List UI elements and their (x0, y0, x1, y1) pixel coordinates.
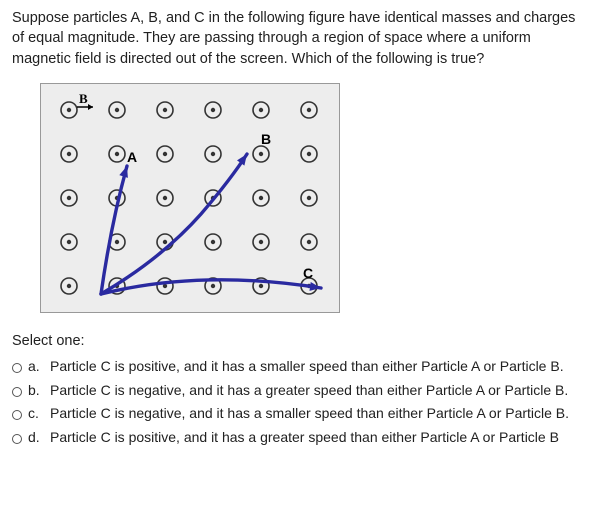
field-dot (67, 284, 71, 288)
field-dot (259, 284, 263, 288)
radio-icon[interactable] (12, 387, 22, 397)
field-dot (259, 196, 263, 200)
field-dot (259, 240, 263, 244)
b-vector-label: B (79, 91, 88, 106)
option-row[interactable]: c. Particle C is negative, and it has a s… (12, 404, 590, 424)
field-dot (307, 240, 311, 244)
field-dot (211, 108, 215, 112)
options-list: a. Particle C is positive, and it has a s… (12, 357, 590, 447)
select-one-label: Select one: (12, 331, 590, 351)
option-letter: c. (28, 404, 42, 424)
option-letter: a. (28, 357, 42, 377)
radio-icon[interactable] (12, 363, 22, 373)
question-text: Suppose particles A, B, and C in the fol… (12, 8, 590, 69)
option-letter: d. (28, 428, 42, 448)
field-dot (259, 152, 263, 156)
field-dot (307, 196, 311, 200)
field-dot (211, 240, 215, 244)
b-vector-arrowhead (88, 104, 93, 110)
radio-icon[interactable] (12, 410, 22, 420)
field-dot (67, 108, 71, 112)
field-dot (67, 196, 71, 200)
field-dot (115, 240, 119, 244)
particle-label-b: B (261, 131, 271, 147)
field-dot (259, 108, 263, 112)
field-dot (163, 240, 167, 244)
field-dot (307, 152, 311, 156)
option-text: Particle C is positive, and it has a gre… (50, 428, 559, 448)
field-dot (67, 152, 71, 156)
field-dot (67, 240, 71, 244)
field-dot (115, 152, 119, 156)
particle-path-a (101, 166, 127, 294)
option-row[interactable]: d. Particle C is positive, and it has a g… (12, 428, 590, 448)
field-dot (211, 152, 215, 156)
physics-diagram: B A B C (40, 83, 340, 313)
field-dot (211, 284, 215, 288)
option-row[interactable]: a. Particle C is positive, and it has a s… (12, 357, 590, 377)
option-row[interactable]: b. Particle C is negative, and it has a g… (12, 381, 590, 401)
field-dot (163, 108, 167, 112)
path-arrowhead (119, 166, 128, 178)
field-dot (163, 196, 167, 200)
option-letter: b. (28, 381, 42, 401)
figure-container: B A B C (40, 83, 590, 313)
field-dot (163, 152, 167, 156)
particle-label-c: C (303, 265, 313, 281)
radio-icon[interactable] (12, 434, 22, 444)
particle-label-a: A (127, 149, 137, 165)
option-text: Particle C is negative, and it has a gre… (50, 381, 568, 401)
option-text: Particle C is positive, and it has a sma… (50, 357, 564, 377)
option-text: Particle C is negative, and it has a sma… (50, 404, 569, 424)
field-dot (307, 108, 311, 112)
field-dot (115, 108, 119, 112)
